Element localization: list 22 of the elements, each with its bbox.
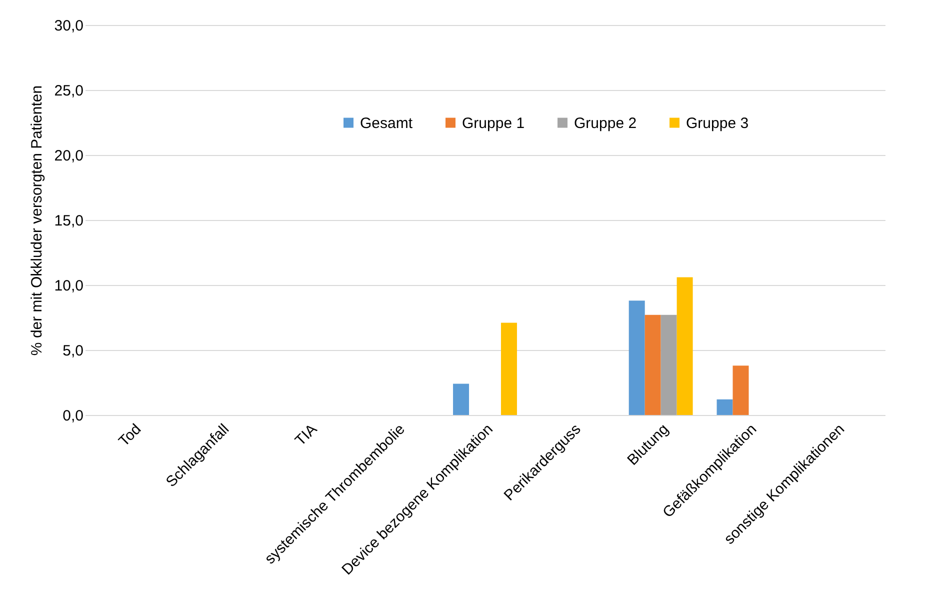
bar (660, 314, 677, 415)
bar (716, 399, 733, 415)
y-tick-label: 15,0 (54, 212, 84, 230)
bar (500, 322, 517, 415)
y-tick-label: 25,0 (54, 82, 84, 100)
legend-label: Gruppe 3 (686, 114, 749, 132)
y-tick-label: 0,0 (62, 408, 84, 424)
legend-label: Gruppe 1 (462, 114, 525, 132)
bar (628, 300, 645, 415)
bar (676, 277, 693, 415)
legend-label: Gesamt (360, 114, 414, 132)
x-tick-label: Tod (116, 420, 145, 450)
y-tick-label: 30,0 (54, 18, 84, 34)
bar (644, 314, 661, 415)
bar (453, 384, 470, 415)
x-tick-label: TIA (292, 420, 320, 450)
y-tick-label: 5,0 (62, 342, 84, 360)
y-axis-title: % der mit Okkluder versorgten Patienten (28, 85, 46, 356)
bar (732, 366, 749, 415)
y-tick-label: 20,0 (54, 148, 84, 164)
legend-label: Gruppe 2 (574, 114, 637, 132)
y-tick-label: 10,0 (54, 278, 84, 294)
